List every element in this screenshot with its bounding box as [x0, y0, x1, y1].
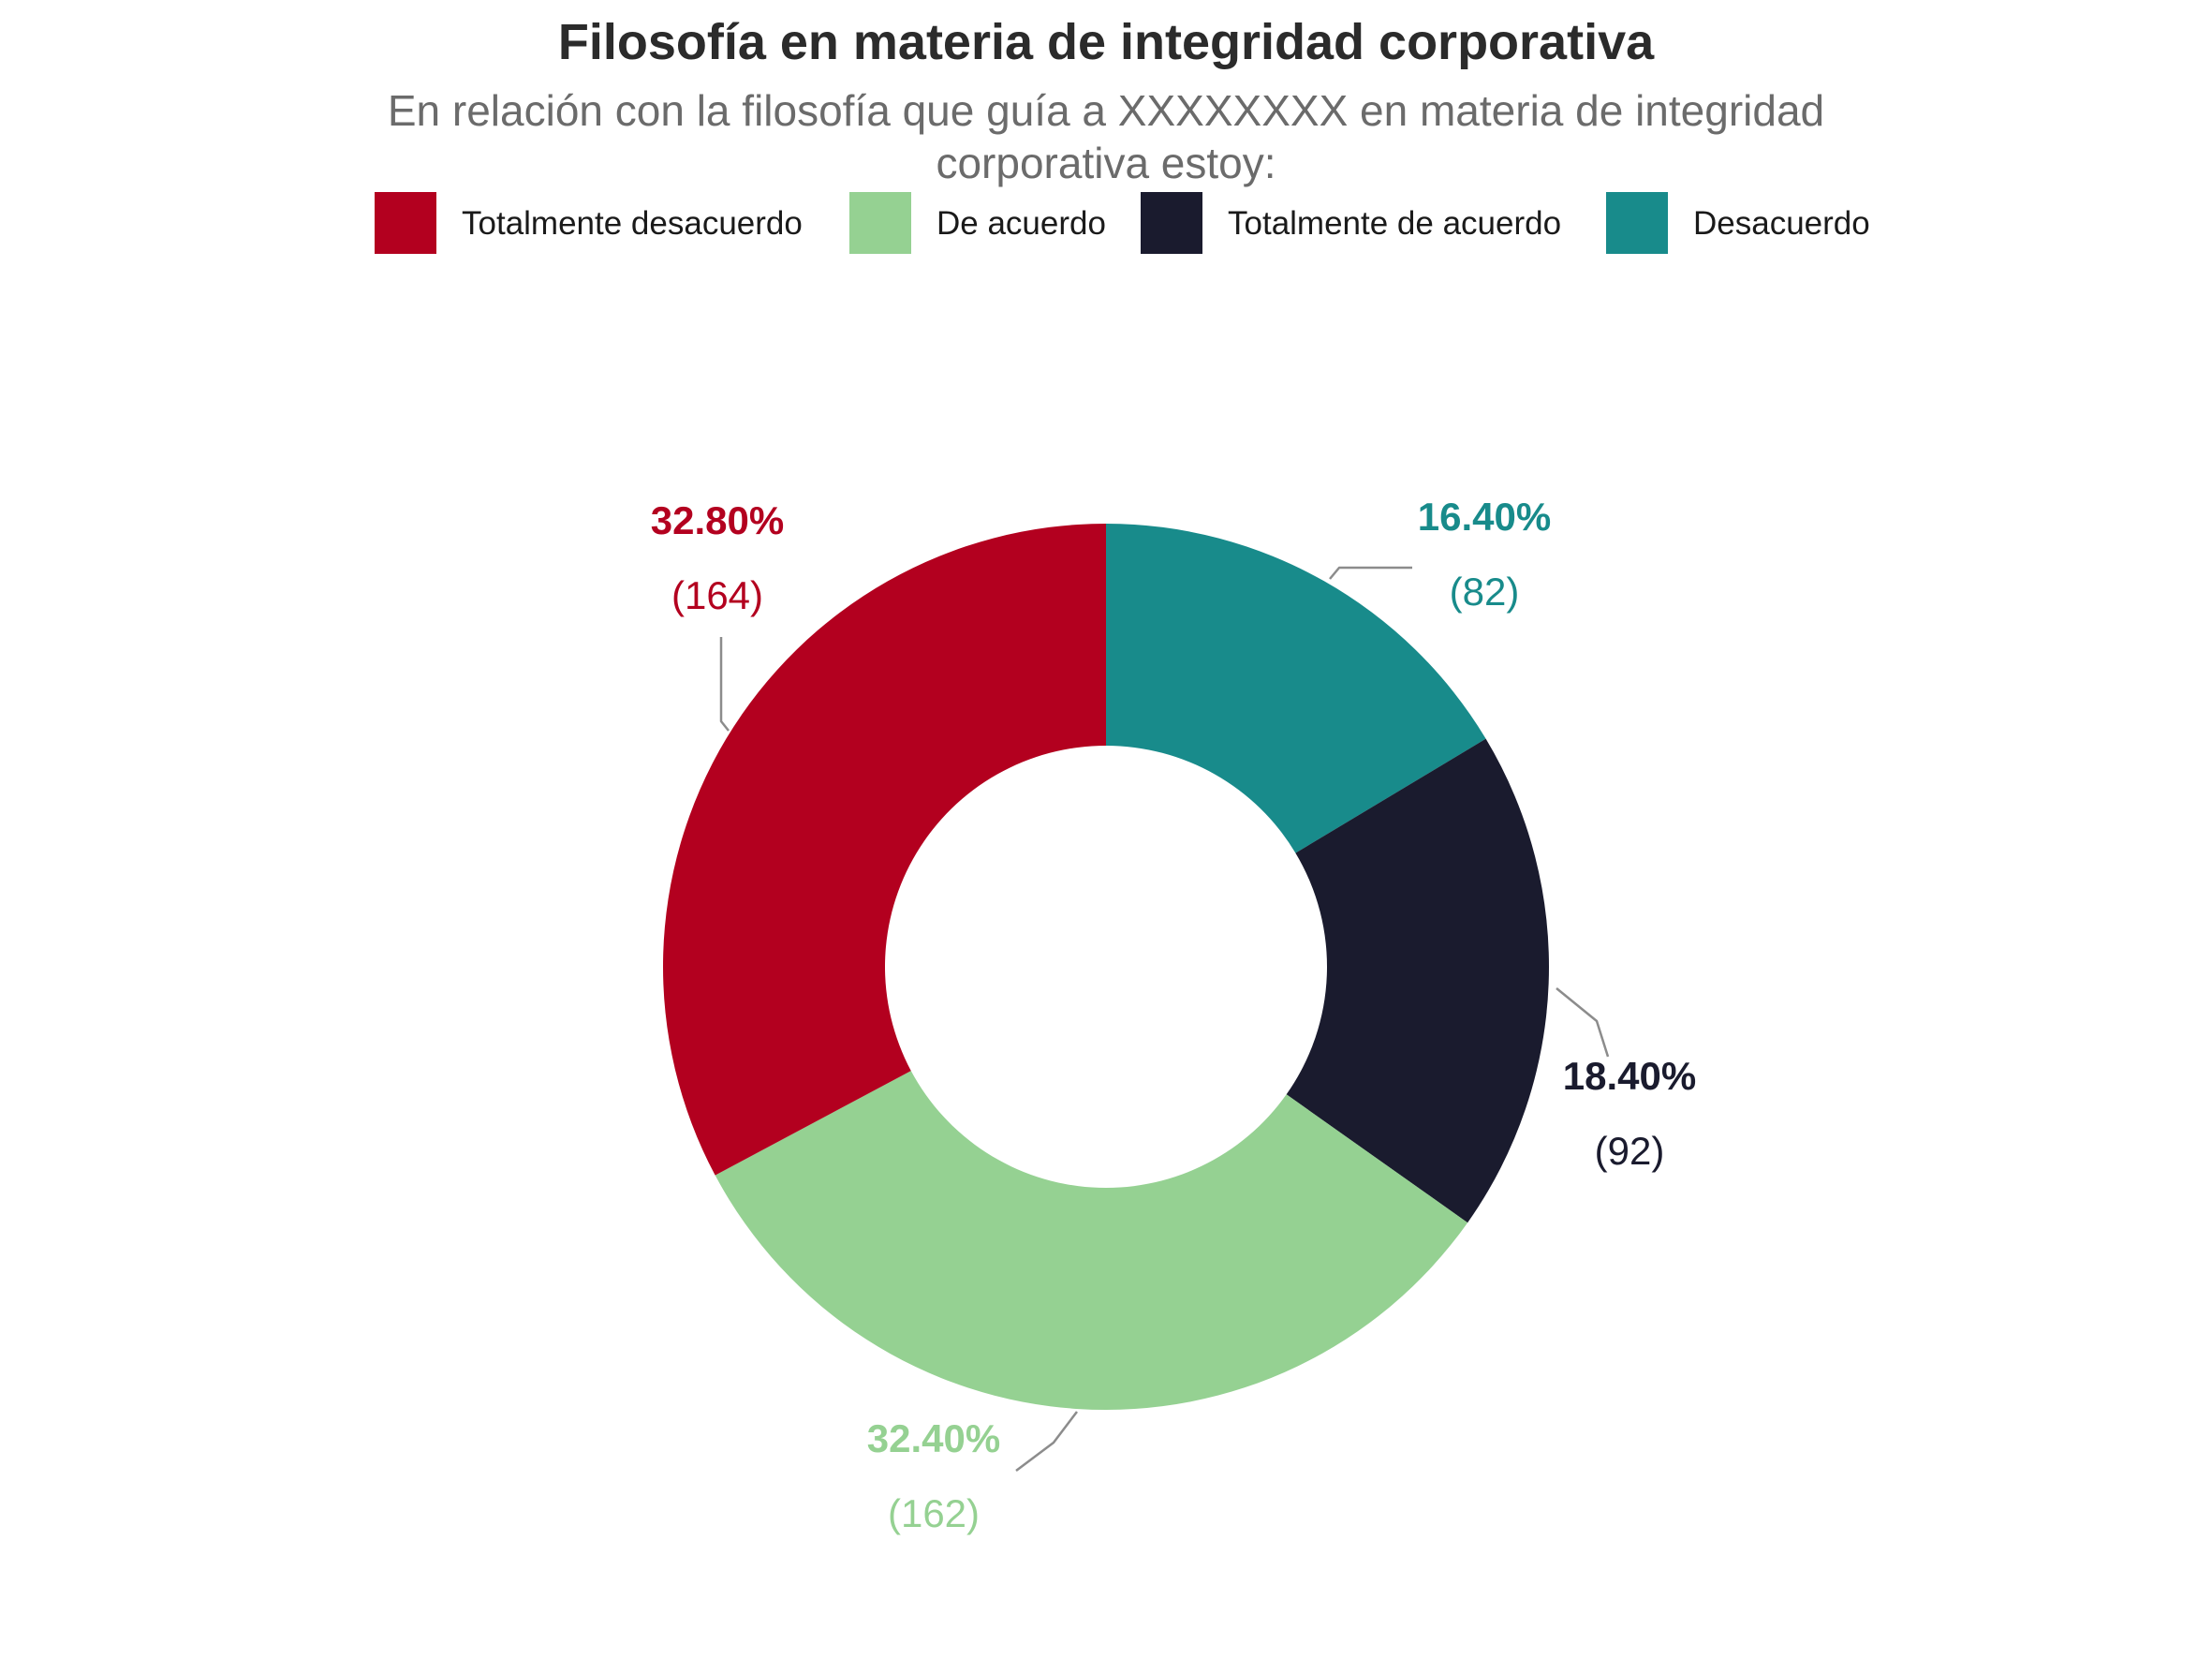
slice-count-label: (164) — [671, 573, 763, 617]
chart-legend: Totalmente desacuerdo De acuerdo Totalme… — [0, 192, 2212, 254]
legend-swatch — [1141, 192, 1202, 254]
slice-count-label: (162) — [888, 1491, 980, 1535]
slice-percent-label: 32.80% — [651, 498, 784, 542]
slice-percent-label: 32.40% — [867, 1416, 1000, 1460]
label-leader-line — [719, 637, 730, 732]
slice-count-label: (92) — [1595, 1129, 1665, 1173]
slice-percent-label: 18.40% — [1563, 1054, 1696, 1098]
legend-label: Desacuerdo — [1693, 205, 1870, 242]
legend-swatch — [1606, 192, 1668, 254]
donut-slice-de-acuerdo — [715, 1071, 1468, 1410]
chart-title: Filosofía en materia de integridad corpo… — [557, 14, 1655, 70]
legend-label: De acuerdo — [936, 205, 1106, 242]
legend-swatch — [375, 192, 436, 254]
chart-subtitle: En relación con la filosofía que guía a … — [387, 86, 1825, 187]
label-leader-line — [1556, 987, 1610, 1058]
legend-label: Totalmente desacuerdo — [462, 205, 803, 242]
label-leader-line — [1015, 1411, 1078, 1472]
legend-label: Totalmente de acuerdo — [1228, 205, 1562, 242]
legend-swatch — [849, 192, 911, 254]
donut-slice-totalmente-desacuerdo — [662, 524, 1106, 1176]
donut-slice-totalmente-de-acuerdo — [1286, 738, 1550, 1223]
slice-percent-label: 16.40% — [1418, 495, 1551, 539]
label-leader-line — [1329, 566, 1412, 580]
slice-count-label: (82) — [1450, 570, 1520, 614]
donut-slice-desacuerdo — [1106, 524, 1486, 853]
